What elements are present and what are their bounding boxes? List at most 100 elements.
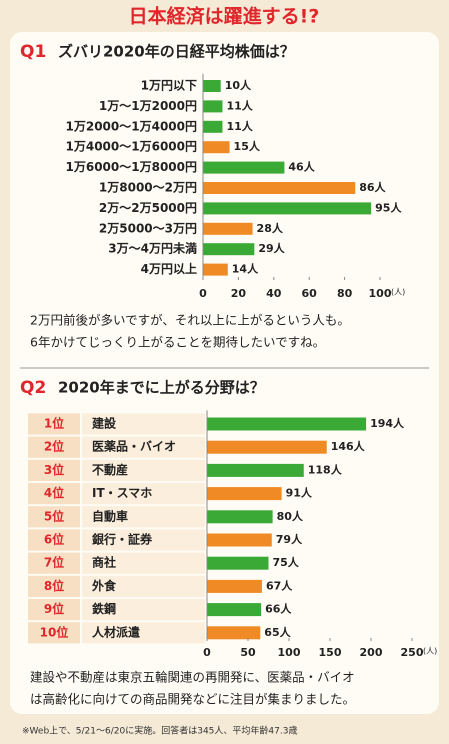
label-cell [82, 483, 205, 505]
category-label: 外食 [92, 578, 117, 593]
category-label: 1万円以下 [141, 79, 197, 93]
x-unit: (人) [391, 288, 405, 297]
category-label: 医薬品・バイオ [92, 439, 176, 454]
category-label: 1万8000～2万円 [99, 181, 197, 195]
value-label: 79人 [276, 532, 303, 546]
rank-cell [28, 529, 80, 551]
comment: 建設や不動産は東京五輪関連の再開発に、医薬品・バイオ [30, 670, 355, 685]
value-label: 86人 [359, 180, 386, 194]
value-label: 80人 [277, 509, 304, 523]
value-label: 118人 [308, 462, 343, 476]
rank-cell [28, 483, 80, 505]
bar [203, 202, 372, 215]
label-cell [82, 413, 205, 435]
x-tick-label: 100 [369, 287, 392, 300]
x-tick-label: 0 [203, 646, 211, 659]
category-label: 4万円以上 [141, 261, 197, 276]
question-label: Q2 [20, 378, 46, 398]
rank-cell [28, 622, 80, 644]
x-tick-label: 100 [278, 646, 301, 659]
x-tick-label: 150 [319, 646, 342, 659]
x-tick-label: 200 [360, 646, 383, 659]
bar [207, 533, 272, 547]
value-label: 67人 [266, 578, 293, 592]
rank-cell [28, 575, 80, 597]
category-label: 商社 [92, 555, 116, 570]
comment: 6年かけてじっくり上がることを期待したいですね。 [30, 335, 325, 350]
rank-cell [28, 459, 80, 481]
x-tick-label: 250 [401, 646, 424, 659]
category-label: 1万6000～1万8000円 [66, 160, 198, 174]
label-cell [82, 622, 205, 644]
value-label: 28人 [257, 221, 284, 235]
rank-cell [28, 436, 80, 458]
comment: は高齢化に向けての商品開発などに注目が集まりました。 [30, 692, 355, 707]
x-tick-label: 40 [266, 287, 282, 300]
value-label: 14人 [232, 262, 259, 276]
label-cell [82, 529, 205, 551]
bar [207, 463, 304, 477]
value-label: 10人 [225, 78, 252, 92]
value-label: 66人 [265, 602, 292, 616]
rank-cell [28, 506, 80, 528]
x-tick-label: 0 [199, 287, 207, 300]
label-cell [82, 552, 205, 574]
x-tick-label: 80 [337, 287, 353, 300]
bar [203, 263, 228, 276]
bar [203, 243, 255, 256]
rank-cell [28, 413, 80, 435]
value-label: 11人 [226, 119, 253, 133]
value-label: 146人 [331, 439, 366, 453]
value-label: 29人 [258, 241, 285, 255]
rank: 2位 [44, 439, 64, 454]
bar [203, 120, 223, 133]
bar [203, 80, 221, 92]
value-label: 194人 [370, 416, 405, 430]
rank: 10位 [40, 624, 69, 639]
bar [207, 417, 367, 431]
category-label: 人材派遣 [92, 624, 140, 639]
rank: 4位 [44, 485, 64, 500]
bar [207, 440, 327, 454]
bar [203, 182, 356, 194]
value-label: 75人 [273, 555, 300, 569]
label-cell [82, 575, 205, 597]
footnote: ※Web上で、5/21～6/20に実施。回答者は345人、平均年齢47.3歳 [22, 725, 297, 737]
bar [207, 603, 262, 617]
bar [207, 626, 261, 640]
x-unit: (人) [423, 647, 437, 656]
rank: 9位 [44, 601, 64, 616]
x-tick-label: 50 [240, 646, 256, 659]
category-label: 2万～2万5000円 [99, 201, 197, 215]
rank: 8位 [44, 578, 64, 593]
x-tick-label: 60 [302, 287, 318, 300]
rank: 5位 [44, 508, 64, 523]
bar [207, 510, 273, 524]
category-label: 1万～1万2000円 [99, 99, 197, 113]
category-label: 建設 [91, 416, 117, 431]
value-label: 46人 [288, 160, 315, 174]
category-label: 1万4000～1万6000円 [66, 140, 198, 154]
label-cell [82, 506, 205, 528]
category-label: 1万2000～1万4000円 [66, 119, 198, 133]
label-cell [82, 599, 205, 621]
bar [203, 222, 253, 235]
question-title: 2020年までに上がる分野は？ [58, 379, 265, 397]
rank: 3位 [44, 462, 64, 477]
value-label: 95人 [375, 200, 402, 214]
bar [203, 141, 230, 154]
bar [207, 579, 262, 593]
value-label: 11人 [226, 98, 253, 112]
rank: 7位 [44, 555, 64, 570]
category-label: 鉄鋼 [92, 601, 116, 616]
bar [207, 556, 269, 570]
label-cell [82, 436, 205, 458]
category-label: 2万5000～3万円 [99, 221, 197, 235]
value-label: 65人 [264, 625, 291, 639]
value-label: 91人 [286, 486, 313, 500]
x-tick-label: 20 [231, 287, 247, 300]
bar [203, 161, 285, 174]
bar [207, 487, 282, 501]
rank: 1位 [44, 416, 64, 431]
category-label: 自動車 [92, 508, 128, 523]
